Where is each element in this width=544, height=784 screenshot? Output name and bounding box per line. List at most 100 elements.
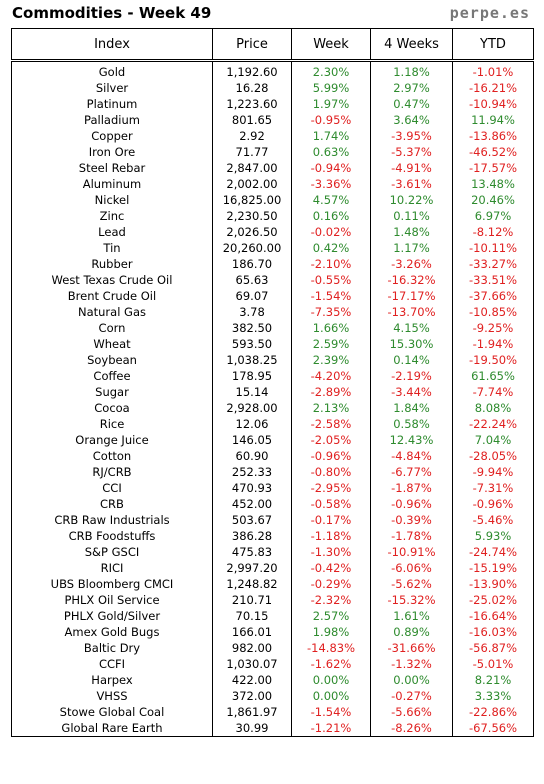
ytd-change-cell: -7.74% [452,384,534,400]
ytd-change-cell: 61.65% [452,368,534,384]
price-cell: 982.00 [212,640,292,656]
price-cell: 2.92 [212,128,292,144]
table-row: Zinc 2,230.50 0.16% 0.11% 6.97% [11,208,534,224]
week-change-cell: -1.21% [291,720,371,737]
index-cell: Natural Gas [11,304,213,320]
ytd-change-cell: 5.93% [452,528,534,544]
four-week-change-cell: 4.15% [370,320,453,336]
price-cell: 2,997.20 [212,560,292,576]
table-row: Coffee 178.95 -4.20% -2.19% 61.65% [11,368,534,384]
ytd-change-cell: -15.19% [452,560,534,576]
four-week-change-cell: 10.22% [370,192,453,208]
index-cell: Palladium [11,112,213,128]
four-week-change-cell: 0.58% [370,416,453,432]
four-week-change-cell: 3.64% [370,112,453,128]
price-cell: 1,192.60 [212,60,292,80]
index-cell: Copper [11,128,213,144]
index-cell: Stowe Global Coal [11,704,213,720]
ytd-change-cell: -10.85% [452,304,534,320]
index-cell: Tin [11,240,213,256]
four-week-change-cell: -13.70% [370,304,453,320]
ytd-change-cell: -13.86% [452,128,534,144]
four-week-change-cell: -4.84% [370,448,453,464]
week-change-cell: -0.96% [291,448,371,464]
week-change-cell: -0.42% [291,560,371,576]
index-cell: Amex Gold Bugs [11,624,213,640]
week-change-cell: 2.13% [291,400,371,416]
index-cell: Iron Ore [11,144,213,160]
table-header-row: Index Price Week 4 Weeks YTD [11,28,534,62]
week-change-cell: 0.16% [291,208,371,224]
page-title: Commodities - Week 49 [12,4,212,22]
ytd-change-cell: -5.01% [452,656,534,672]
price-cell: 382.50 [212,320,292,336]
four-week-change-cell: 12.43% [370,432,453,448]
title-bar: Commodities - Week 49 perpe.es [0,0,544,26]
ytd-change-cell: -8.12% [452,224,534,240]
ytd-change-cell: 6.97% [452,208,534,224]
column-header-4-weeks: 4 Weeks [370,28,453,62]
week-change-cell: 1.74% [291,128,371,144]
table-row: Cocoa 2,928.00 2.13% 1.84% 8.08% [11,400,534,416]
ytd-change-cell: -16.21% [452,80,534,96]
table-row: Soybean 1,038.25 2.39% 0.14% -19.50% [11,352,534,368]
four-week-change-cell: 15.30% [370,336,453,352]
ytd-change-cell: -46.52% [452,144,534,160]
week-change-cell: 2.30% [291,60,371,80]
week-change-cell: 4.57% [291,192,371,208]
index-cell: Cocoa [11,400,213,416]
ytd-change-cell: -33.51% [452,272,534,288]
index-cell: UBS Bloomberg CMCI [11,576,213,592]
four-week-change-cell: -3.61% [370,176,453,192]
column-header-week: Week [291,28,371,62]
table-row: Sugar 15.14 -2.89% -3.44% -7.74% [11,384,534,400]
column-header-index: Index [11,28,213,62]
ytd-change-cell: -19.50% [452,352,534,368]
table-row: VHSS 372.00 0.00% -0.27% 3.33% [11,688,534,704]
price-cell: 70.15 [212,608,292,624]
price-cell: 60.90 [212,448,292,464]
ytd-change-cell: 11.94% [452,112,534,128]
table-row: Steel Rebar 2,847.00 -0.94% -4.91% -17.57% [11,160,534,176]
brand-logo: perpe.es [449,4,530,22]
ytd-change-cell: -37.66% [452,288,534,304]
four-week-change-cell: -31.66% [370,640,453,656]
table-row: CCI 470.93 -2.95% -1.87% -7.31% [11,480,534,496]
price-cell: 252.33 [212,464,292,480]
four-week-change-cell: -1.32% [370,656,453,672]
price-cell: 15.14 [212,384,292,400]
four-week-change-cell: -1.78% [370,528,453,544]
price-cell: 2,230.50 [212,208,292,224]
week-change-cell: -1.62% [291,656,371,672]
table-row: Stowe Global Coal 1,861.97 -1.54% -5.66% -22… [11,704,534,720]
price-cell: 593.50 [212,336,292,352]
index-cell: Nickel [11,192,213,208]
index-cell: West Texas Crude Oil [11,272,213,288]
table-row: UBS Bloomberg CMCI 1,248.82 -0.29% -5.62% -1… [11,576,534,592]
four-week-change-cell: 1.48% [370,224,453,240]
table-row: Gold 1,192.60 2.30% 1.18% -1.01% [11,60,534,80]
price-cell: 30.99 [212,720,292,737]
index-cell: Silver [11,80,213,96]
table-row: Copper 2.92 1.74% -3.95% -13.86% [11,128,534,144]
index-cell: Baltic Dry [11,640,213,656]
four-week-change-cell: -8.26% [370,720,453,737]
price-cell: 178.95 [212,368,292,384]
week-change-cell: -0.58% [291,496,371,512]
index-cell: RICI [11,560,213,576]
price-cell: 12.06 [212,416,292,432]
table-row: CCFI 1,030.07 -1.62% -1.32% -5.01% [11,656,534,672]
price-cell: 146.05 [212,432,292,448]
index-cell: CRB Foodstuffs [11,528,213,544]
table-row: Cotton 60.90 -0.96% -4.84% -28.05% [11,448,534,464]
index-cell: CCFI [11,656,213,672]
price-cell: 2,002.00 [212,176,292,192]
table-row: CRB Foodstuffs 386.28 -1.18% -1.78% 5.93% [11,528,534,544]
four-week-change-cell: -17.17% [370,288,453,304]
index-cell: Gold [11,60,213,80]
ytd-change-cell: -10.94% [452,96,534,112]
table-row: Brent Crude Oil 69.07 -1.54% -17.17% -37.66% [11,288,534,304]
ytd-change-cell: -67.56% [452,720,534,737]
index-cell: Orange Juice [11,432,213,448]
index-cell: Zinc [11,208,213,224]
